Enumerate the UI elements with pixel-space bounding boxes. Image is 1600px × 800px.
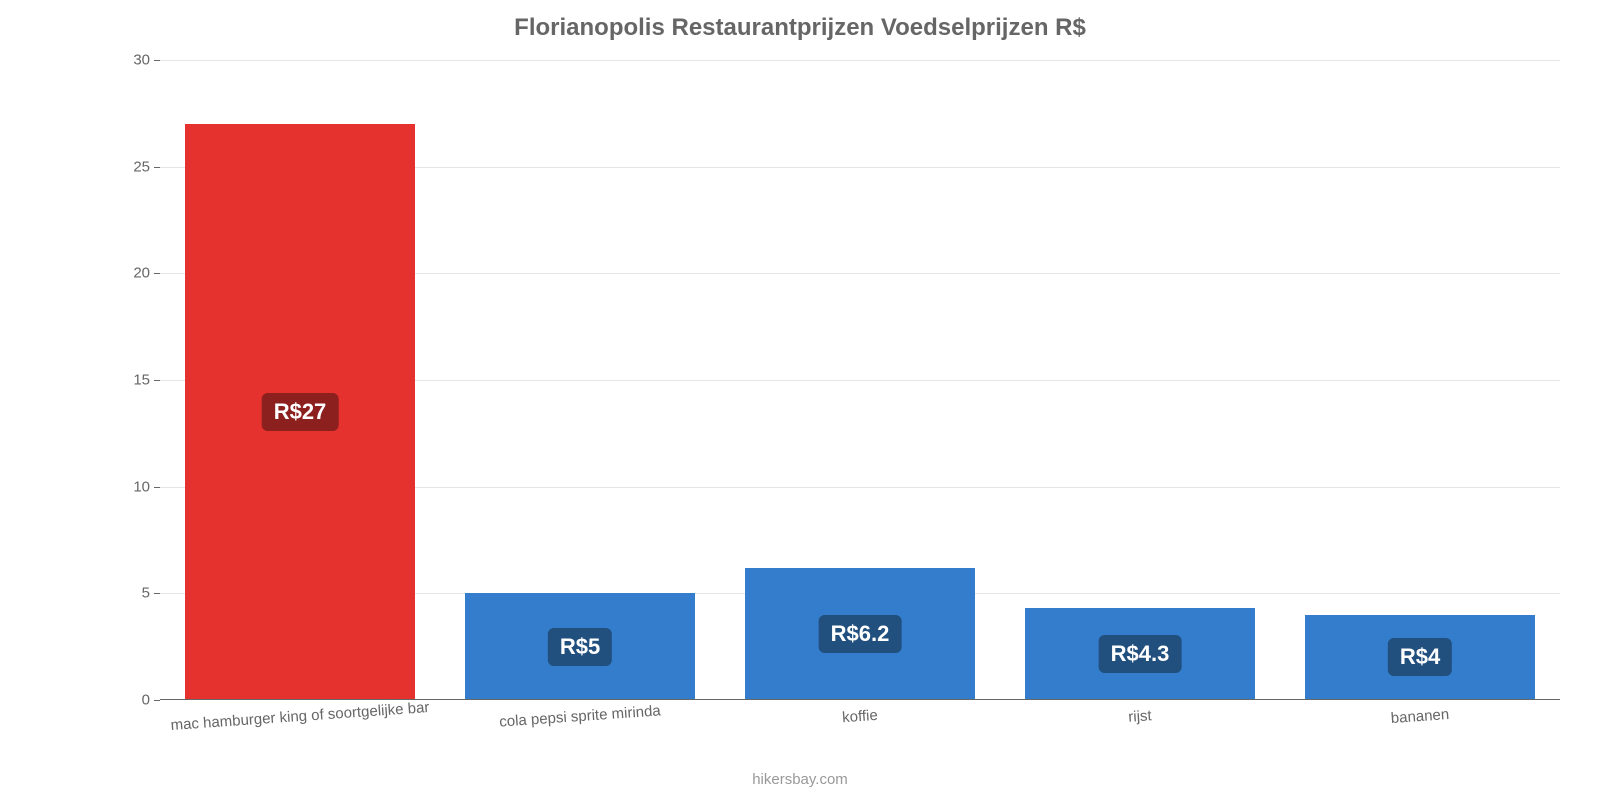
y-tick-mark	[154, 487, 160, 488]
bar-value-label: R$4.3	[1099, 635, 1182, 673]
x-axis-label: rijst	[1128, 707, 1152, 726]
y-tick-mark	[154, 273, 160, 274]
bar-value-label: R$6.2	[819, 615, 902, 653]
bar-value-label: R$5	[548, 628, 612, 666]
x-axis-label: cola pepsi sprite mirinda	[499, 702, 662, 730]
attribution: hikersbay.com	[752, 771, 848, 788]
y-tick-label: 10	[110, 478, 150, 495]
bar-value-label: R$4	[1388, 638, 1452, 676]
plot-area: R$27R$5R$6.2R$4.3R$4 051015202530 mac ha…	[160, 60, 1560, 700]
y-tick-mark	[154, 593, 160, 594]
x-axis-line	[160, 699, 1560, 700]
chart-container: Florianopolis Restaurantprijzen Voedselp…	[0, 0, 1600, 800]
y-tick-mark	[154, 380, 160, 381]
y-tick-label: 25	[110, 158, 150, 175]
y-tick-mark	[154, 167, 160, 168]
y-tick-label: 5	[110, 585, 150, 602]
bar-value-label: R$27	[262, 393, 339, 431]
chart-title: Florianopolis Restaurantprijzen Voedselp…	[0, 0, 1600, 42]
x-axis-label: koffie	[842, 707, 879, 726]
x-axis-label: mac hamburger king of soortgelijke bar	[170, 699, 430, 734]
y-tick-label: 0	[110, 692, 150, 709]
y-tick-label: 20	[110, 265, 150, 282]
bars-layer: R$27 R$5 R$6.2 R$4.3 R$4	[160, 60, 1560, 700]
x-axis-label: bananen	[1390, 706, 1449, 727]
y-tick-mark	[154, 60, 160, 61]
y-tick-label: 15	[110, 372, 150, 389]
y-tick-label: 30	[110, 52, 150, 69]
y-tick-mark	[154, 700, 160, 701]
